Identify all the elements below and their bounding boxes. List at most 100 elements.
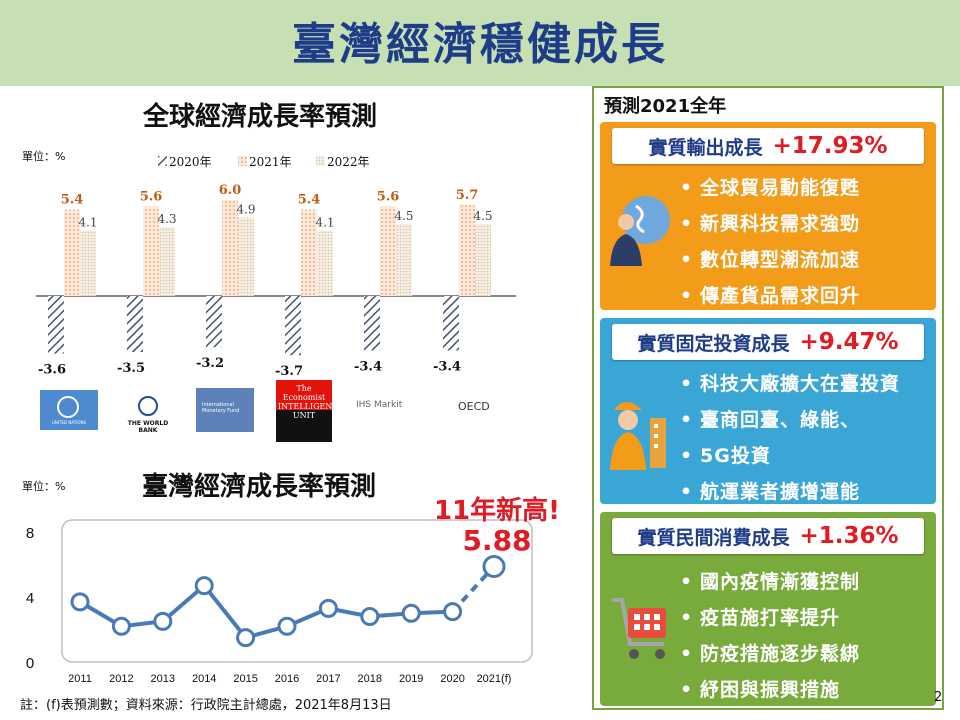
source-note: 註：(f)表預測數；資料來源：行政院主計總處，2021年8月13日 [20, 698, 392, 713]
bullet-item: 新興科技需求強勁 [676, 206, 860, 242]
x-tick-label: 2011 [68, 673, 92, 685]
investment-growth-header: 實質固定投資成長 +9.47% [612, 324, 924, 360]
bar-2021 [301, 209, 317, 296]
data-point [482, 554, 506, 578]
data-point [277, 616, 297, 636]
legend-swatch-2 [316, 156, 325, 166]
legend-label: 2020年 [169, 155, 212, 169]
export-growth-bullets: 全球貿易動能復甦 新興科技需求強勁 數位轉型潮流加速 傳產貨品需求回升 [676, 170, 860, 314]
bar-label-2022: 4.3 [157, 212, 176, 226]
record-high-value: 5.88 [462, 524, 532, 557]
x-tick-label: 2021(f) [477, 673, 512, 685]
investment-growth-bullets: 科技大廠擴大在臺投資 臺商回臺、綠能、 5G投資 航運業者擴增運能 [676, 366, 900, 510]
bullet-item: 全球貿易動能復甦 [676, 170, 860, 206]
taiwan-unit-label: 單位：% [22, 480, 66, 493]
bar-label-2022: 4.1 [315, 215, 334, 229]
bullet-item: 防疫措施逐步鬆綁 [676, 636, 860, 672]
bullet-item: 紓困與振興措施 [676, 672, 860, 708]
ihs-markit-logo: IHS Markit [356, 400, 403, 410]
investment-growth-value: +9.47% [799, 329, 899, 355]
bar-label-2020: -3.2 [196, 356, 224, 371]
data-point [153, 611, 173, 631]
bar-label-2021: 5.4 [298, 193, 321, 208]
forecast-dashed-line [451, 565, 496, 613]
bar-label-2020: -3.4 [433, 359, 461, 374]
bar-2021 [64, 209, 80, 296]
bar-label-2022: 4.5 [473, 209, 492, 223]
bar-label-2021: 6.0 [219, 183, 242, 198]
bar-2020 [206, 296, 222, 348]
legend-label: 2021年 [249, 155, 292, 169]
bullet-item: 臺商回臺、綠能、 [676, 402, 900, 438]
bullet-item: 數位轉型潮流加速 [676, 242, 860, 278]
bar-label-2022: 4.5 [394, 209, 413, 223]
bullet-item: 國內疫情漸獲控制 [676, 564, 860, 600]
data-point [318, 598, 338, 618]
export-growth-value: +17.93% [772, 133, 888, 159]
bar-2020 [285, 296, 301, 356]
globe-businessman-icon [610, 196, 670, 266]
imf-logo: International Monetary Fund [196, 388, 254, 432]
series-line [78, 582, 453, 640]
page-title: 臺灣經濟穩健成長 [292, 19, 668, 70]
bar-label-2020: -3.5 [117, 361, 145, 376]
bar-2022 [396, 224, 412, 296]
bar-label-2020: -3.6 [38, 363, 66, 378]
x-tick-label: 2016 [275, 673, 299, 685]
consumption-growth-label: 實質民間消費成長 [637, 526, 790, 549]
data-point [360, 607, 380, 626]
data-point [194, 576, 214, 596]
data-point [236, 628, 256, 648]
world-bank-logo: THE WORLD BANK [118, 394, 178, 434]
export-growth-label: 實質輸出成長 [648, 136, 763, 159]
bar-2022 [238, 217, 254, 296]
x-tick-label: 2015 [233, 673, 257, 685]
data-point [443, 602, 463, 622]
global-unit-label: 單位：% [22, 150, 66, 163]
taiwan-growth-line-chart: 0 4 8 2011 2012 2013 2014 2015 2016 2017 2018 2019 2… [26, 519, 533, 685]
investment-growth-label: 實質固定投資成長 [637, 332, 790, 355]
x-tick-label: 2020 [440, 673, 464, 685]
record-high-label: 11年新高! [433, 496, 561, 526]
bullet-item: 航運業者擴增運能 [676, 474, 900, 510]
bar-label-2022: 4.9 [236, 203, 255, 217]
export-growth-card: 實質輸出成長 +17.93% 全球貿易動能復甦 新興科技需求強勁 數位轉型潮流加… [600, 122, 936, 314]
bar-label-2021: 5.7 [456, 188, 479, 203]
bar-label-2020: -3.7 [275, 364, 303, 379]
header-bar [0, 0, 960, 86]
bullet-item: 5G投資 [676, 438, 900, 474]
bar-2022 [159, 227, 175, 296]
bar-label-2021: 5.6 [377, 189, 400, 204]
legend-swatch-0 [158, 156, 167, 166]
bar-2022 [80, 230, 96, 296]
bar-label-2020: -3.4 [354, 359, 382, 374]
bar-2021 [459, 204, 475, 296]
bar-2022 [475, 224, 491, 296]
investment-growth-card: 實質固定投資成長 +9.47% 科技大廠擴大在臺投資 臺商回臺、綠能、 5G投資… [600, 318, 936, 510]
consumption-growth-card: 實質民間消費成長 +1.36% 國內疫情漸獲控制 疫苗施打率提升 防疫措施逐步鬆… [600, 512, 936, 708]
bar-2022 [317, 230, 333, 296]
bullet-item: 傳產貨品需求回升 [676, 278, 860, 314]
bar-2020 [443, 296, 459, 351]
construction-worker-icon [610, 402, 666, 470]
bar-label-2021: 5.6 [140, 189, 163, 204]
x-tick-label: 2019 [399, 673, 423, 685]
oecd-logo: OECD [458, 400, 490, 413]
y-tick-label: 4 [26, 590, 34, 607]
y-tick-label: 0 [26, 655, 34, 672]
y-tick-label: 8 [26, 525, 34, 542]
bar-label-2022: 4.1 [78, 215, 97, 229]
x-tick-label: 2018 [358, 673, 382, 685]
bar-2020 [364, 296, 380, 351]
x-tick-label: 2017 [316, 673, 340, 685]
slide-number: 2 [934, 690, 943, 705]
shopping-cart-icon [612, 598, 666, 659]
global-growth-bar-chart: 2020年 2021年 2022年 -3.6 5.4 4.1 -3.5 5.6 4.3 -3.2 6… [36, 155, 516, 379]
global-chart-title: 全球經濟成長率預測 [142, 102, 377, 132]
bar-2021 [143, 206, 159, 296]
plot-frame [61, 519, 533, 663]
forecast-panel-title: 預測2021全年 [604, 96, 727, 117]
bullet-item: 科技大廠擴大在臺投資 [676, 366, 900, 402]
legend-label: 2022年 [327, 155, 370, 169]
un-logo: UNITED NATIONS [40, 390, 98, 430]
